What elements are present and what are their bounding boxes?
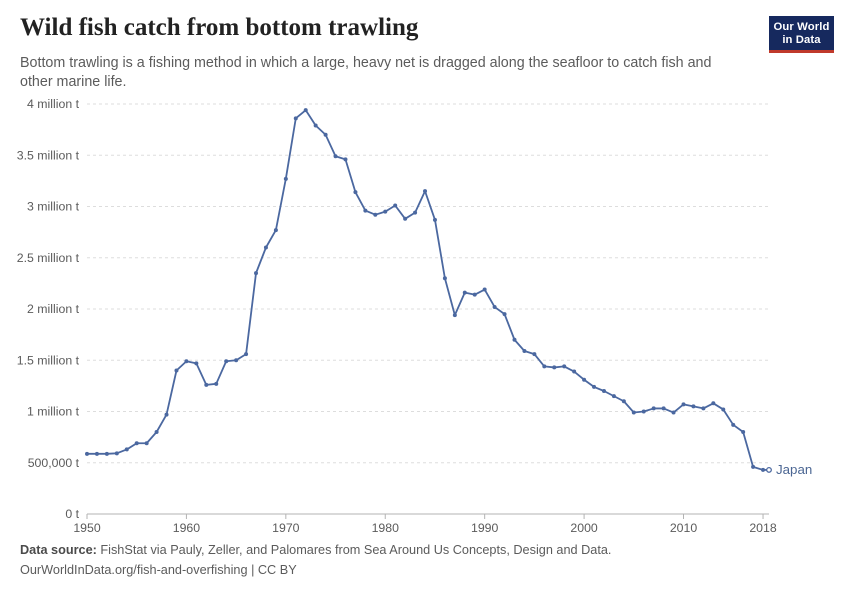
svg-text:1980: 1980: [372, 521, 400, 535]
svg-text:0 t: 0 t: [65, 507, 79, 521]
svg-text:Japan: Japan: [776, 462, 812, 477]
svg-text:1990: 1990: [471, 521, 499, 535]
svg-text:2018: 2018: [749, 521, 777, 535]
svg-text:2 million t: 2 million t: [27, 302, 80, 316]
svg-text:1 million t: 1 million t: [27, 405, 80, 419]
svg-text:2010: 2010: [670, 521, 698, 535]
svg-text:500,000 t: 500,000 t: [28, 456, 80, 470]
svg-text:1.5 million t: 1.5 million t: [17, 353, 80, 367]
svg-text:4 million t: 4 million t: [27, 97, 80, 111]
svg-text:1970: 1970: [272, 521, 300, 535]
svg-text:2.5 million t: 2.5 million t: [17, 251, 80, 265]
svg-text:3 million t: 3 million t: [27, 200, 80, 214]
svg-text:1960: 1960: [173, 521, 201, 535]
svg-text:1950: 1950: [73, 521, 101, 535]
svg-text:2000: 2000: [570, 521, 598, 535]
svg-text:3.5 million t: 3.5 million t: [17, 148, 80, 162]
